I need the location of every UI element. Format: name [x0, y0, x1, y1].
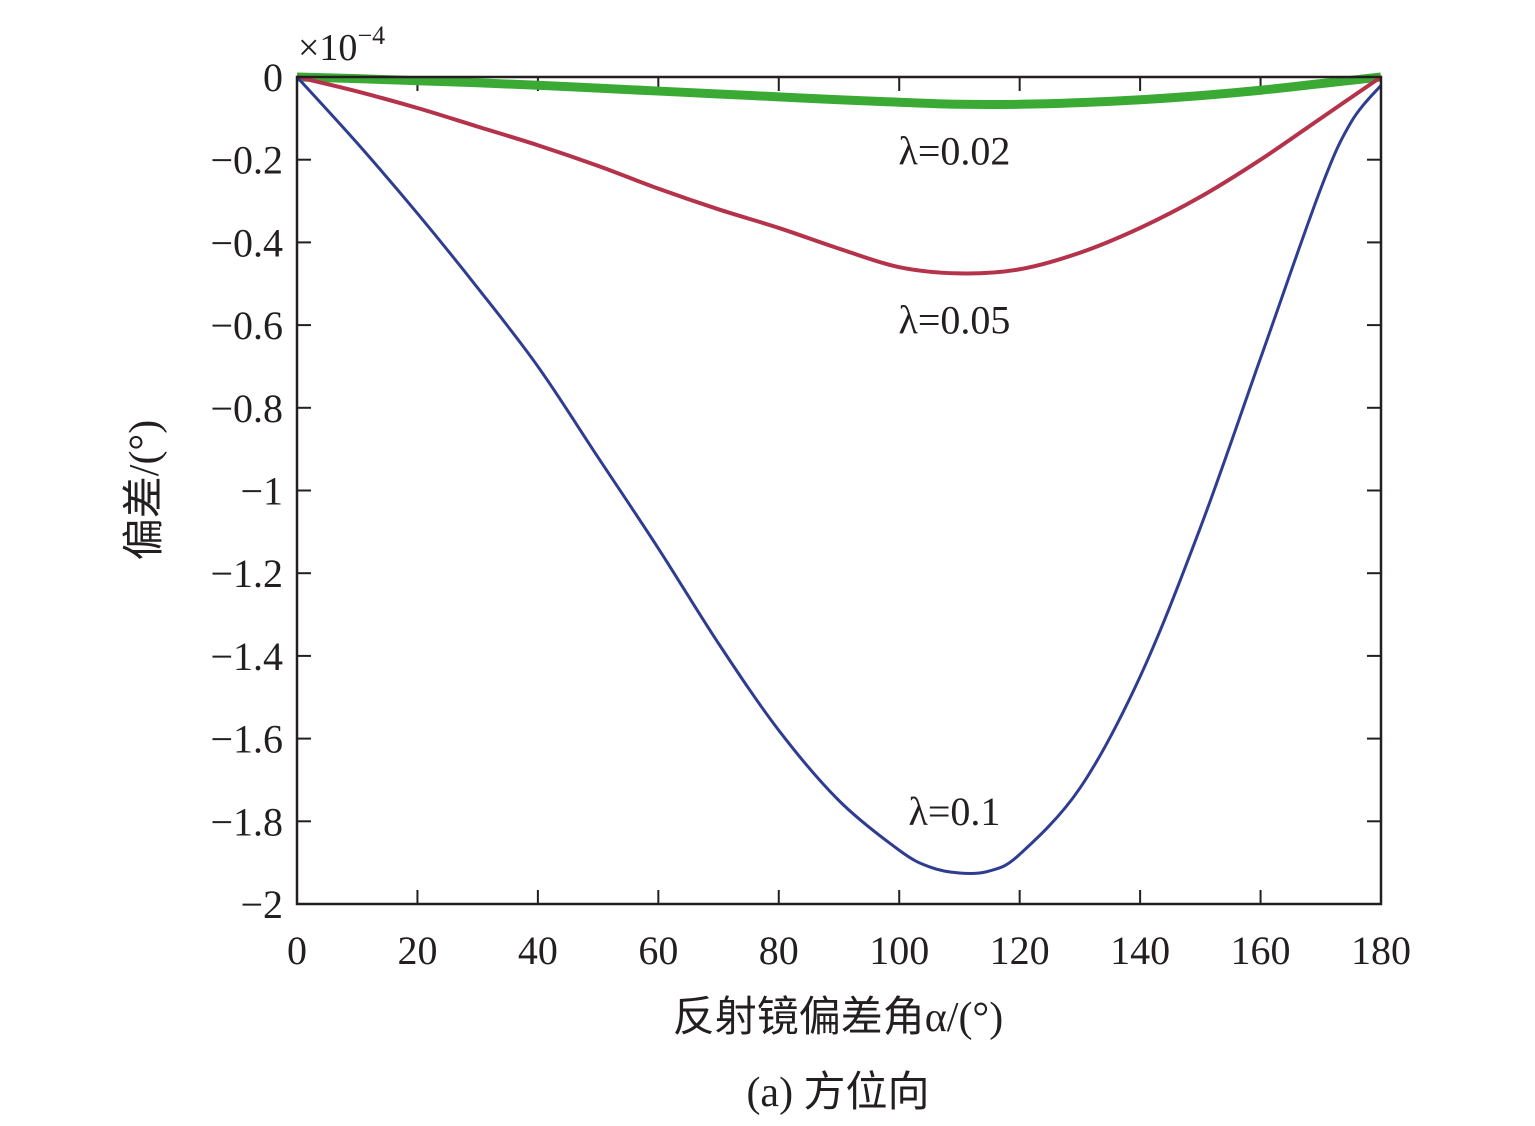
y-tick-label: −0.4	[210, 220, 283, 265]
x-tick-label: 40	[518, 928, 558, 973]
y-tick-label: −2	[240, 882, 283, 927]
y-tick-label: 0	[263, 55, 283, 100]
series-line-3	[295, 75, 1383, 875]
x-tick-label: 140	[1110, 928, 1170, 973]
x-tick-label: 120	[990, 928, 1050, 973]
x-tick-label: 180	[1351, 928, 1411, 973]
y-tick-label: −1.8	[210, 799, 283, 844]
series-layer	[295, 72, 1383, 875]
y-tick-label: −1.6	[210, 717, 283, 762]
series-label-2: λ=0.05	[898, 297, 1010, 342]
y-tick-label: −0.8	[210, 386, 283, 431]
y-tick-label: −1.2	[210, 551, 283, 596]
figure-caption: (a) 方位向	[746, 1069, 929, 1116]
ticks-layer: 0 20 40 60 80 100 120 140 160 180 0 −0.2 −0.4 −0.6 −0.…	[210, 55, 1411, 973]
x-tick-label: 60	[638, 928, 678, 973]
labels-layer: λ=0.02 λ=0.05 λ=0.1	[898, 128, 1010, 834]
x-axis-label: 反射镜偏差角α/(°)	[673, 994, 1003, 1041]
series-label-1: λ=0.02	[898, 128, 1010, 173]
y-axis-label: 偏差/(°)	[122, 420, 168, 560]
y-tick-label: −1.4	[210, 634, 283, 679]
y-scale-base: ×10	[298, 27, 357, 69]
y-tick-label: −0.6	[210, 303, 283, 348]
x-tick-label: 80	[759, 928, 799, 973]
series-line-1	[296, 72, 1382, 110]
y-tick-label: −0.2	[210, 138, 283, 183]
x-tick-label: 100	[869, 928, 929, 973]
y-axis-scale-multiplier: ×10−4	[298, 21, 385, 69]
y-tick-label: −1	[240, 469, 283, 514]
x-tick-label: 160	[1231, 928, 1291, 973]
series-line-2	[296, 75, 1383, 276]
plot-frame	[295, 75, 1383, 906]
x-tick-label: 0	[287, 928, 307, 973]
x-tick-label: 20	[397, 928, 437, 973]
y-scale-exponent: −4	[357, 21, 385, 50]
series-label-3: λ=0.1	[908, 789, 1000, 834]
